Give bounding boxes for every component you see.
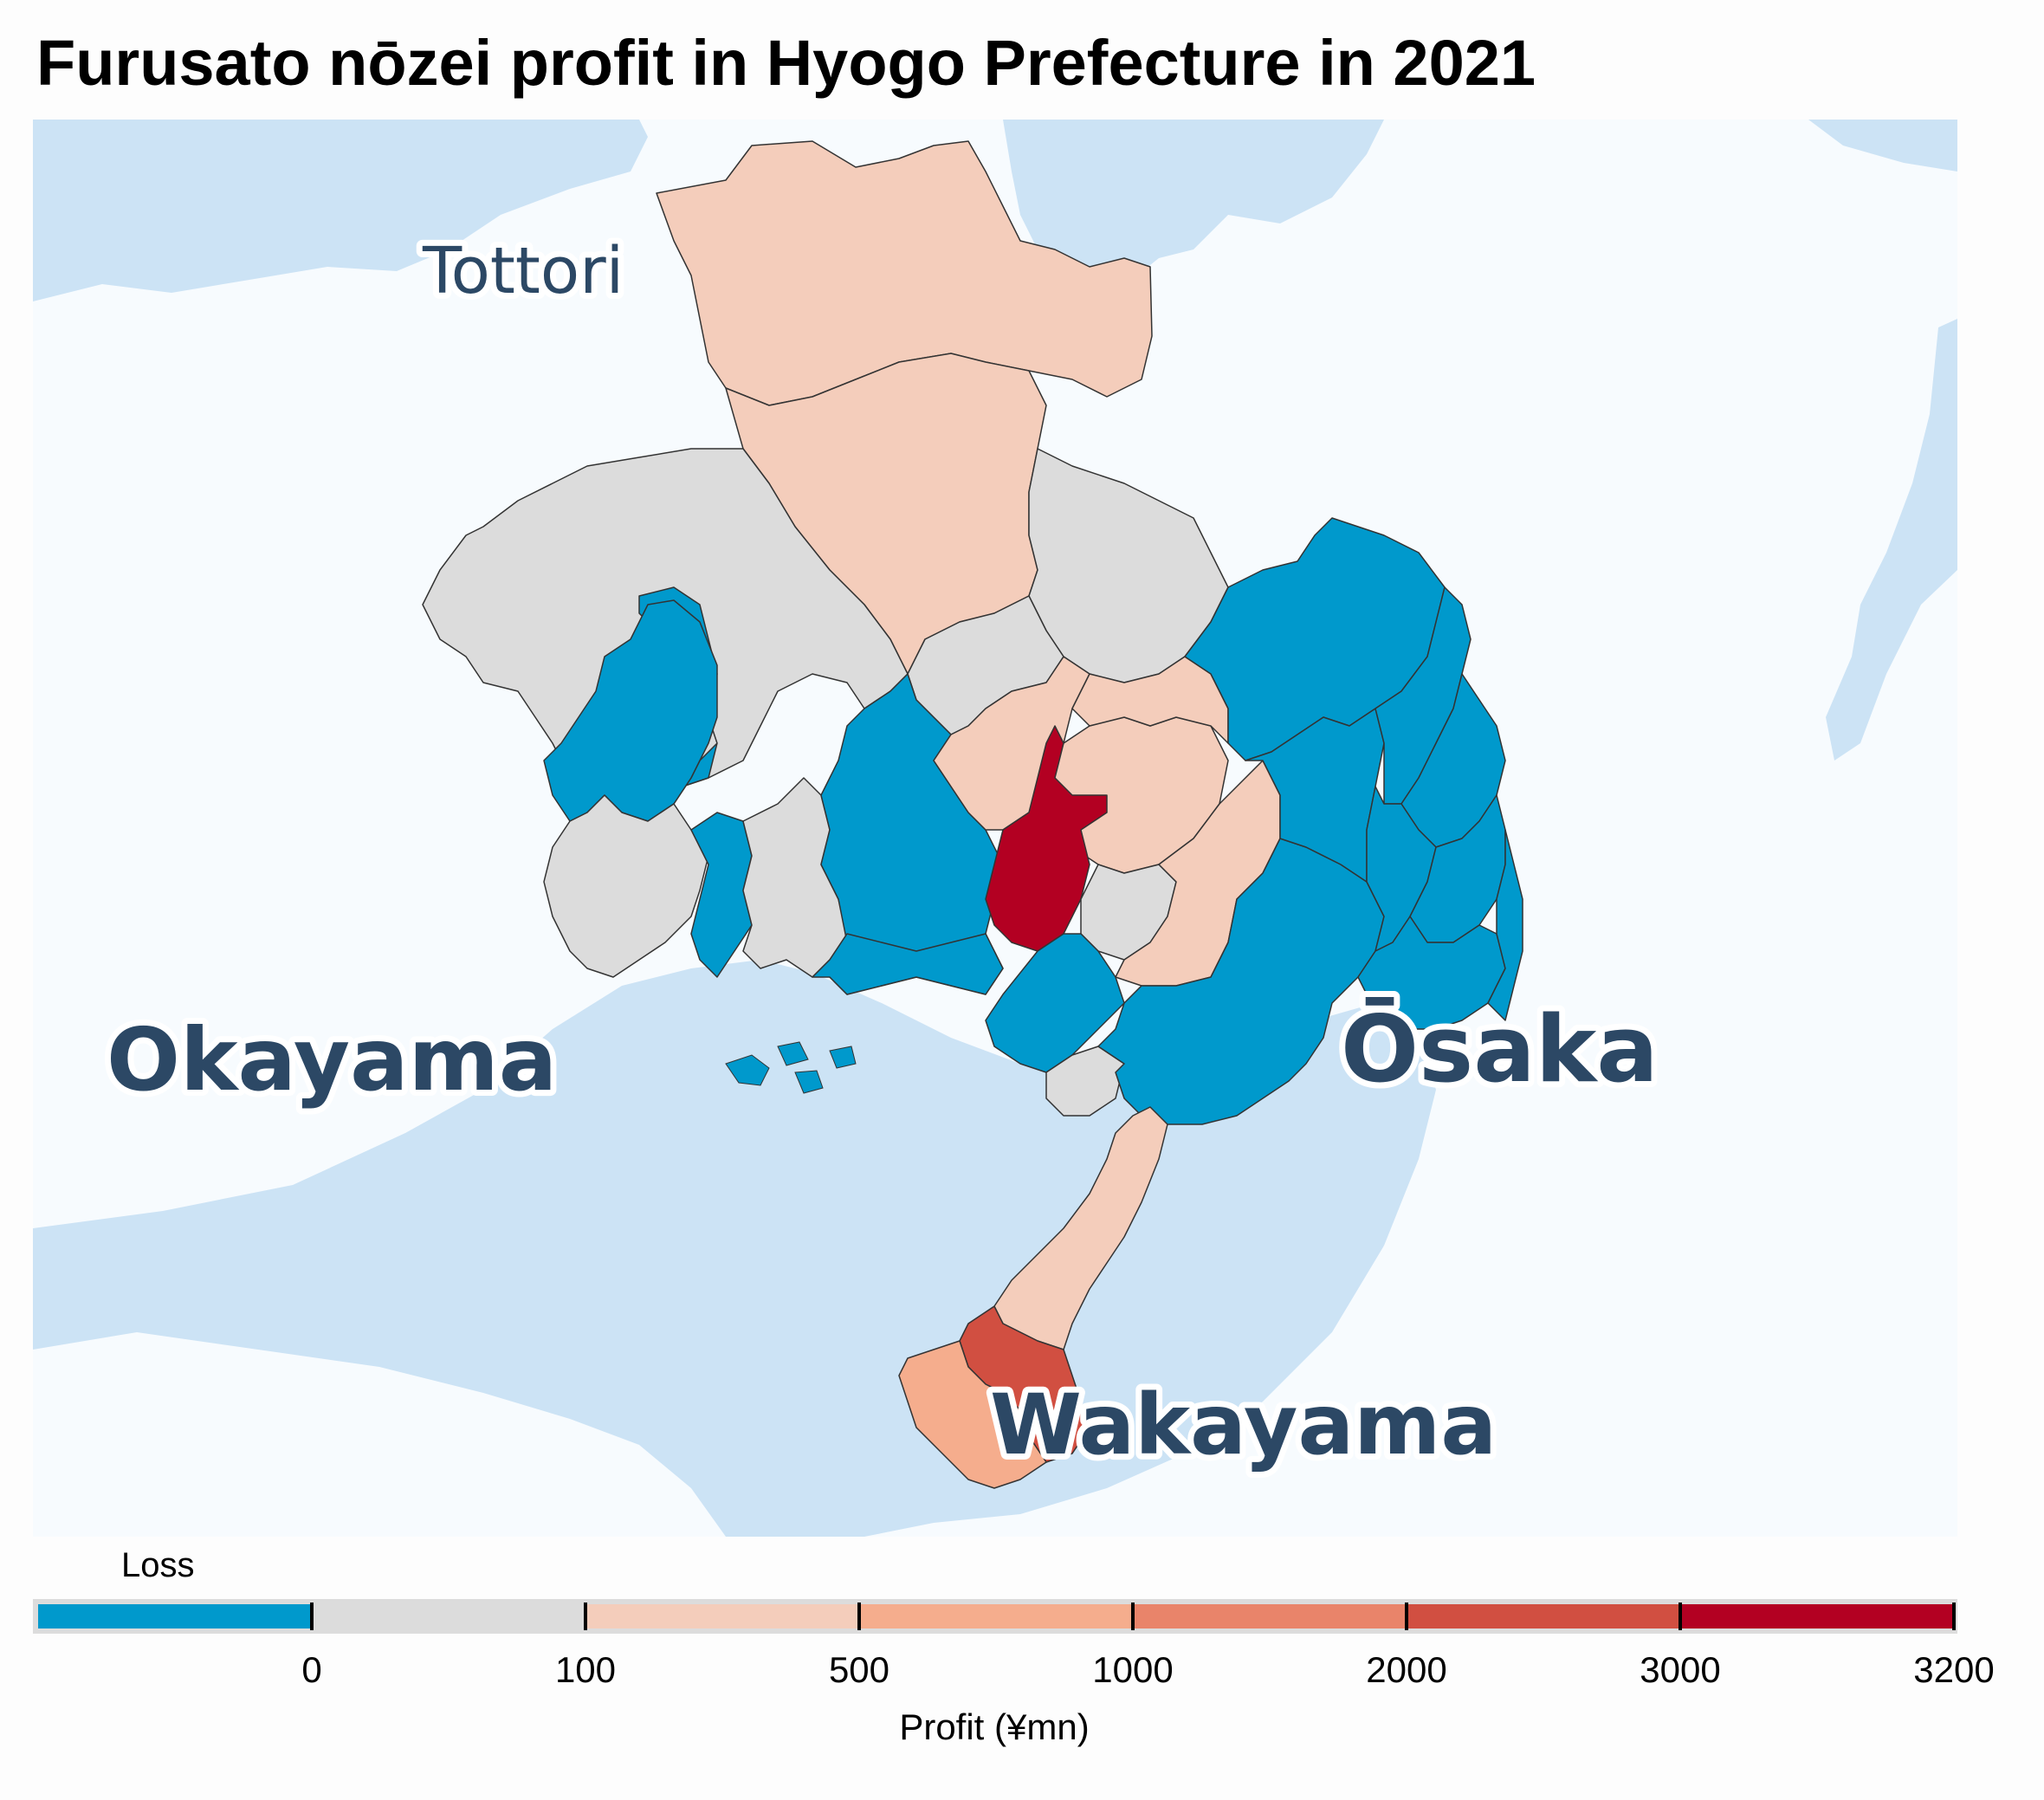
municipality-ako[interactable] [543,794,709,978]
legend-bin [1680,1604,1954,1628]
legend-tick-label: 500 [829,1649,889,1690]
municipality-kasai[interactable] [1071,656,1229,744]
legend-bin [312,1604,585,1628]
municipality-akashi-grey[interactable] [1045,1046,1125,1117]
legend-axis-title: Profit (¥mn) [899,1706,1089,1747]
label-wakayama: Wakayama [990,1376,1497,1473]
legend-bin [1133,1604,1407,1628]
municipality-himeji-south[interactable] [812,933,1004,995]
island-1 [725,1054,770,1086]
municipality-kobe[interactable] [1097,838,1385,1125]
municipality-takasago[interactable] [985,933,1125,1073]
hyogo-municipalities [422,140,1523,1489]
legend-tick-label: 1000 [1092,1649,1173,1690]
wakasa-bay [1003,120,1384,293]
legend-bin [1407,1604,1680,1628]
top-right-water [1808,120,1957,172]
legend-tick-label: 3000 [1640,1649,1720,1690]
municipality-kato[interactable] [985,725,1108,952]
label-osaka: Ōsaka [1341,996,1659,1103]
island-2 [777,1041,809,1066]
legend-bin [859,1604,1133,1628]
shikoku-land [33,1332,726,1537]
legend-bin [585,1604,859,1628]
label-tottori: Tottori [422,234,624,308]
map-area[interactable]: Tottori Okayama Ōsaka Wakayama [33,120,1957,1537]
page-title: Furusato nōzei profit in Hyogo Prefectur… [36,27,1536,99]
legend-tick-label: 3200 [1913,1649,1994,1690]
island-4 [829,1046,857,1069]
legend-tick-label: 2000 [1366,1649,1446,1690]
legend-tick-label: 0 [301,1649,321,1690]
municipality-minamiawaji[interactable] [898,1340,1047,1489]
island-3 [794,1070,824,1094]
map-canvas[interactable]: Tottori Okayama Ōsaka Wakayama [33,120,1957,1537]
municipality-amagasaki[interactable] [1487,829,1523,1021]
lake-biwa [1826,319,1957,761]
kii-land [1142,934,1957,1537]
legend-tick-label: 100 [555,1649,616,1690]
legend-bin [38,1604,312,1628]
label-okayama: Okayama [107,1009,557,1110]
legend: Loss 0 100 500 1000 2000 3000 3200 Profit (¥mn… [33,1546,1995,1747]
legend-loss-label: Loss [121,1546,195,1584]
sea-of-japan [33,120,648,301]
